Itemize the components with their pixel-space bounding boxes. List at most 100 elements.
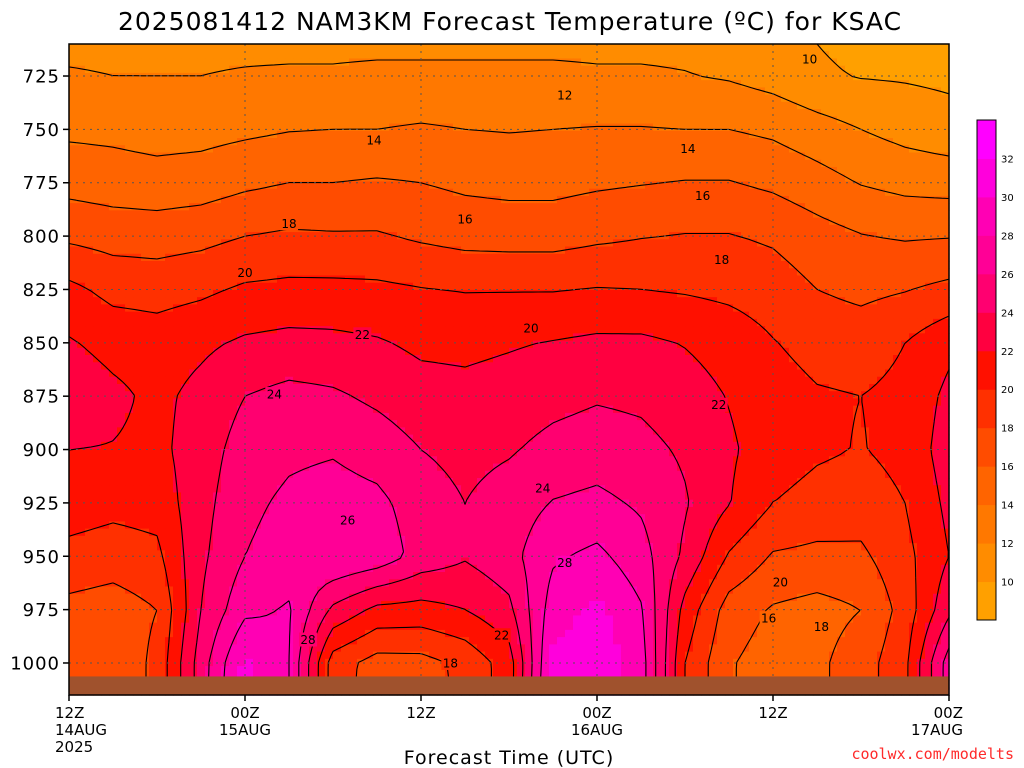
field-cell (613, 232, 622, 240)
field-cell (213, 109, 222, 117)
field-cell (757, 326, 766, 334)
field-cell (405, 174, 414, 183)
field-cell (173, 130, 182, 139)
field-cell (685, 297, 694, 305)
field-cell (885, 239, 894, 248)
field-cell (69, 101, 78, 110)
field-cell (605, 210, 614, 219)
field-cell (205, 130, 214, 139)
field-cell (853, 166, 862, 175)
field-cell (277, 318, 286, 327)
field-cell (525, 340, 534, 349)
field-cell (765, 304, 774, 313)
field-cell (509, 51, 518, 60)
field-cell (133, 94, 142, 103)
field-cell (709, 340, 718, 349)
field-cell (797, 304, 806, 313)
field-cell (677, 340, 686, 349)
field-cell (677, 181, 686, 190)
field-cell (917, 347, 926, 356)
field-cell (845, 195, 854, 204)
field-cell (805, 217, 814, 226)
field-cell (861, 188, 870, 197)
field-cell (133, 44, 142, 52)
field-cell (589, 174, 598, 183)
field-cell (205, 116, 214, 125)
field-cell (509, 224, 518, 233)
field-cell (805, 166, 814, 175)
field-cell (613, 355, 622, 363)
field-cell (493, 326, 502, 334)
field-cell (885, 72, 894, 81)
field-cell (917, 188, 926, 197)
field-cell (261, 203, 270, 211)
field-cell (301, 318, 310, 327)
field-cell (413, 253, 422, 262)
field-cell (797, 138, 806, 146)
field-cell (141, 130, 150, 139)
field-cell (157, 224, 166, 233)
field-cell (397, 159, 406, 168)
field-cell (733, 311, 742, 320)
field-cell (741, 65, 750, 74)
field-cell (589, 232, 598, 240)
field-cell (293, 304, 302, 313)
field-cell (925, 101, 934, 110)
field-cell (221, 253, 230, 262)
field-cell (509, 362, 518, 371)
field-cell (869, 166, 878, 175)
chart-title: 2025081412 NAM3KM Forecast Temperature (… (118, 7, 902, 36)
field-cell (485, 253, 494, 262)
field-cell (109, 318, 118, 327)
field-cell (85, 224, 94, 233)
field-cell (653, 181, 662, 190)
field-cell (181, 369, 190, 378)
field-cell (221, 203, 230, 211)
field-cell (541, 261, 550, 269)
field-cell (685, 116, 694, 125)
field-cell (565, 318, 574, 327)
field-cell (293, 101, 302, 110)
field-cell (669, 94, 678, 103)
field-cell (805, 123, 814, 132)
field-cell (197, 152, 206, 161)
field-cell (461, 347, 470, 356)
field-cell (557, 347, 566, 356)
field-cell (365, 152, 374, 161)
field-cell (341, 333, 350, 342)
field-cell (445, 72, 454, 81)
field-cell (325, 275, 334, 284)
field-cell (861, 58, 870, 67)
field-cell (477, 159, 486, 168)
field-cell (117, 369, 126, 378)
field-cell (829, 181, 838, 190)
field-cell (397, 72, 406, 81)
field-cell (613, 239, 622, 248)
field-cell (829, 174, 838, 183)
field-cell (485, 116, 494, 125)
field-cell (509, 152, 518, 161)
field-cell (149, 195, 158, 204)
field-cell (573, 224, 582, 233)
field-cell (933, 87, 942, 96)
field-cell (205, 261, 214, 269)
field-cell (629, 326, 638, 334)
field-cell (781, 181, 790, 190)
field-cell (261, 347, 270, 356)
field-cell (373, 109, 382, 117)
field-cell (877, 44, 886, 52)
field-cell (813, 65, 822, 74)
field-cell (677, 188, 686, 197)
field-cell (253, 239, 262, 248)
field-cell (317, 253, 326, 262)
field-cell (509, 261, 518, 269)
field-cell (93, 333, 102, 342)
field-cell (781, 58, 790, 67)
field-cell (717, 109, 726, 117)
field-cell (493, 253, 502, 262)
field-cell (885, 87, 894, 96)
field-cell (853, 181, 862, 190)
field-cell (717, 217, 726, 226)
field-cell (365, 181, 374, 190)
field-cell (445, 318, 454, 327)
